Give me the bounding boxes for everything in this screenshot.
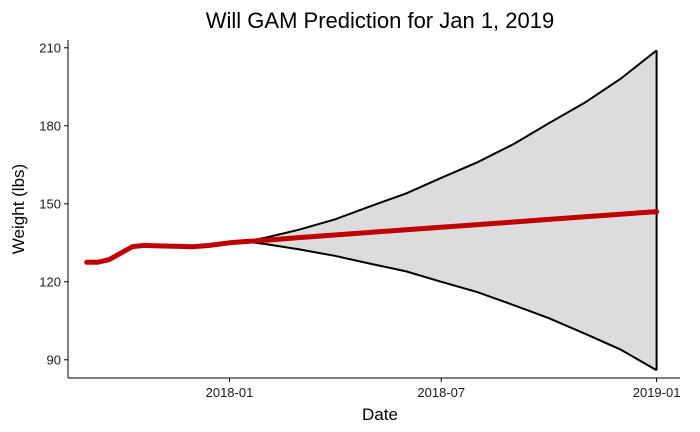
x-tick-label: 2019-01 xyxy=(633,385,681,400)
y-tick-label: 180 xyxy=(39,118,61,133)
y-tick-label: 150 xyxy=(39,196,61,211)
prediction-interval-upper-line xyxy=(245,49,658,243)
x-axis-ticks: 2018-01 2018-07 2019-01 xyxy=(206,378,681,400)
x-tick-label: 2018-07 xyxy=(417,385,465,400)
y-tick-label: 210 xyxy=(39,40,61,55)
y-tick-label: 90 xyxy=(47,352,61,367)
prediction-interval-lower-line xyxy=(245,240,658,372)
plot-area xyxy=(84,49,660,372)
x-tick-label: 2018-01 xyxy=(206,385,254,400)
chart-title: Will GAM Prediction for Jan 1, 2019 xyxy=(206,8,554,33)
x-axis-title: Date xyxy=(362,405,398,424)
y-axis-title: Weight (lbs) xyxy=(9,164,28,254)
prediction-interval-band xyxy=(245,50,657,371)
y-axis-ticks: 90 120 150 180 210 xyxy=(39,40,68,367)
y-tick-label: 120 xyxy=(39,274,61,289)
prediction-line xyxy=(84,209,660,265)
